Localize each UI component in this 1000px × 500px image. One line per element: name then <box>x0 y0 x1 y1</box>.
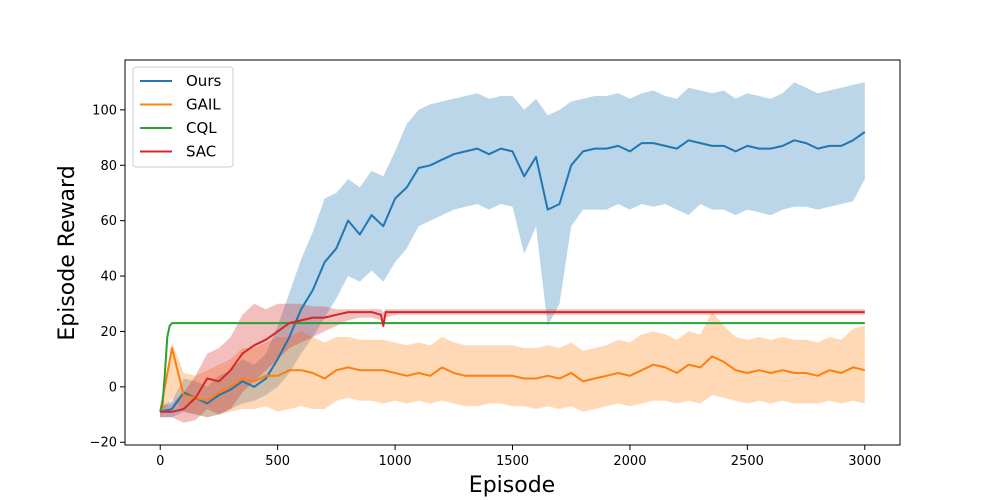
series-lines <box>159 131 866 413</box>
x-tick-label: 3000 <box>848 454 881 469</box>
y-tick-label: 20 <box>100 325 117 340</box>
x-axis: 0 500 1000 1500 2000 2500 3000 <box>156 445 881 469</box>
y-tick-label: 80 <box>100 159 117 174</box>
legend: Ours GAIL CQL SAC <box>132 66 234 168</box>
x-tick-label: 2500 <box>731 454 764 469</box>
x-axis-label: Episode <box>469 473 555 498</box>
line-cql <box>159 322 865 413</box>
line-ours <box>159 131 866 413</box>
x-tick-label: 1500 <box>496 454 529 469</box>
x-tick-label: 0 <box>156 454 164 469</box>
x-tick-label: 500 <box>265 454 290 469</box>
band-gail <box>160 312 865 418</box>
y-axis-label: Episode Reward <box>55 165 80 340</box>
band-ours <box>160 82 865 418</box>
line-gail <box>159 347 866 412</box>
line-sac <box>160 311 865 413</box>
y-tick-label: 0 <box>109 380 117 395</box>
x-tick-label: 2000 <box>613 454 646 469</box>
legend-label-sac: SAC <box>186 143 216 161</box>
y-tick-label: −20 <box>90 436 117 451</box>
confidence-bands <box>160 82 865 423</box>
y-tick-label: 100 <box>92 103 117 118</box>
y-tick-label: 40 <box>100 270 117 285</box>
legend-label-gail: GAIL <box>186 96 221 114</box>
y-axis: −20 0 20 40 60 80 100 <box>90 103 125 451</box>
y-tick-label: 60 <box>100 214 117 229</box>
legend-box <box>132 66 234 168</box>
x-tick-label: 1000 <box>379 454 412 469</box>
legend-label-ours: Ours <box>186 72 221 90</box>
legend-label-cql: CQL <box>186 119 217 137</box>
